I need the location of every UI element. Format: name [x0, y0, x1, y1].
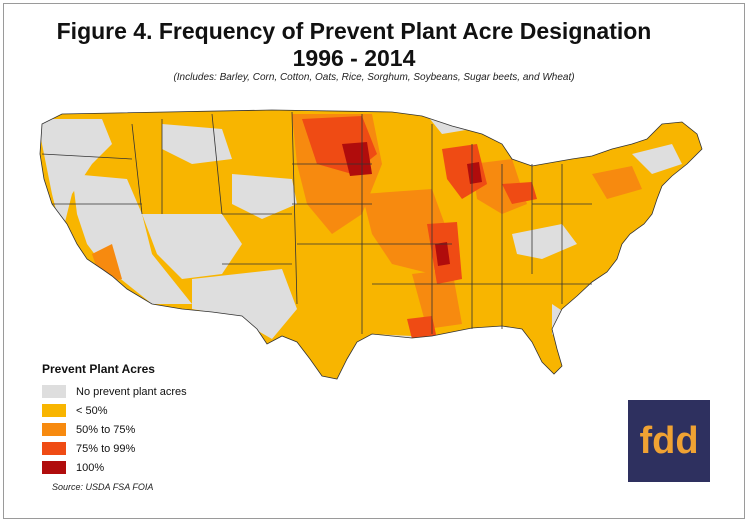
legend-item-50-75: 50% to 75%	[42, 420, 187, 439]
hundred-percent-areas	[342, 142, 482, 266]
map-legend: Prevent Plant Acres No prevent plant acr…	[42, 362, 187, 477]
region-wyoming	[232, 174, 297, 219]
legend-item-under50: < 50%	[42, 401, 187, 420]
legend-item-none: No prevent plant acres	[42, 382, 187, 401]
region-bootheel	[435, 242, 450, 266]
region-california-nevada	[72, 174, 192, 304]
region-great-basin	[142, 214, 242, 279]
region-gulf-coast	[372, 334, 417, 354]
legend-item-100: 100%	[42, 458, 187, 477]
legend-title: Prevent Plant Acres	[42, 362, 155, 376]
figure-frame: Figure 4. Frequency of Prevent Plant Acr…	[3, 3, 745, 519]
legend-swatch	[42, 442, 66, 455]
title-line-2: 1996 - 2014	[292, 45, 416, 71]
us-county-map	[39, 109, 703, 380]
title-line-1: Figure 4. Frequency of Prevent Plant Acr…	[56, 18, 652, 44]
region-michigan-west	[442, 144, 487, 199]
fdd-logo: fdd	[628, 400, 710, 482]
region-new-england	[632, 144, 682, 174]
region-new-york	[592, 166, 642, 199]
legend-swatch	[42, 461, 66, 474]
region-montana-west	[162, 124, 232, 164]
region-louisiana	[407, 316, 437, 339]
legend-label: < 50%	[76, 404, 108, 417]
region-ohio-east	[502, 182, 537, 204]
legend-label: 50% to 75%	[76, 423, 136, 436]
region-appalachia	[512, 224, 577, 259]
legend-label: 100%	[76, 461, 105, 474]
legend-swatch	[42, 404, 66, 417]
state-borders	[39, 109, 703, 380]
region-saginaw	[467, 162, 482, 184]
region-red-river-valley	[342, 142, 372, 176]
legend-label: No prevent plant acres	[76, 385, 187, 398]
legend-item-75-99: 75% to 99%	[42, 439, 187, 458]
legend-label: 75% to 99%	[76, 442, 136, 455]
logo-text: fdd	[639, 419, 699, 462]
legend-swatch	[42, 423, 66, 436]
figure-subtitle: (Includes: Barley, Corn, Cotton, Oats, R…	[173, 72, 575, 83]
internal-borders	[41, 111, 592, 334]
us-outline	[39, 109, 703, 380]
figure-title: Figure 4. Frequency of Prevent Plant Acr…	[4, 18, 704, 72]
region-southwest	[192, 269, 297, 339]
region-midwest-central	[362, 189, 452, 274]
source-note: Source: USDA FSA FOIA	[52, 482, 154, 492]
legend-swatch	[42, 385, 66, 398]
